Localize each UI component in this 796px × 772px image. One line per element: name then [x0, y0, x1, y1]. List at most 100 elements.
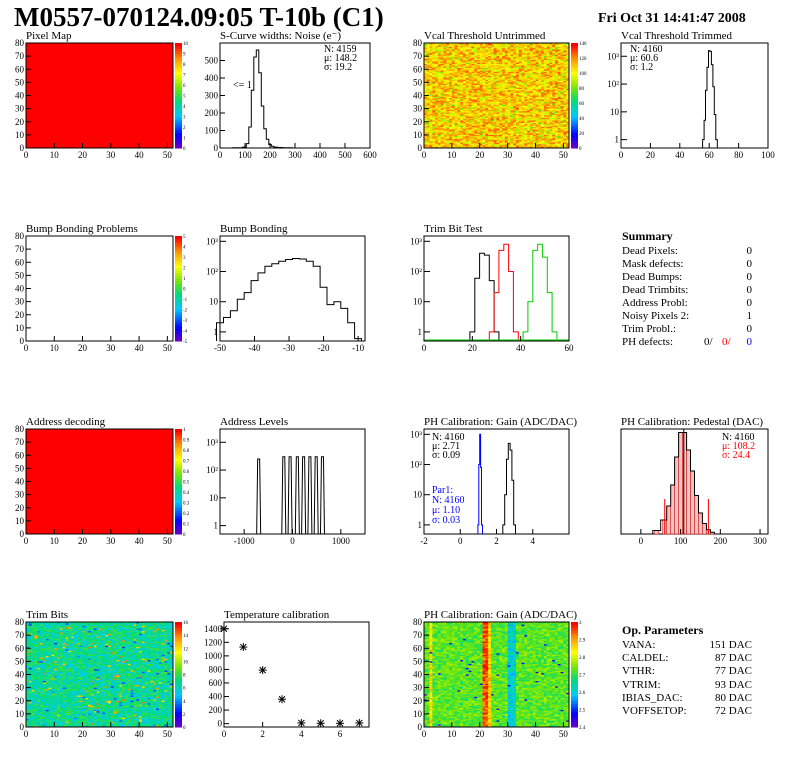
heatmap-cell [451, 106, 456, 108]
heatmap-cell [449, 54, 453, 57]
heatmap-cell [510, 92, 514, 95]
heatmap-cell [443, 90, 447, 92]
heatmap-cell [549, 109, 553, 112]
heatmap-cell [460, 129, 464, 132]
heatmap-cell [435, 112, 439, 115]
heatmap-cell [555, 130, 559, 133]
heatmap-cell [34, 696, 38, 699]
heatmap-cell [557, 109, 562, 112]
colorbar-segment [571, 124, 578, 128]
heatmap-cell [549, 133, 553, 136]
heatmap-cell [34, 640, 38, 643]
heatmap-cell [535, 58, 539, 61]
heatmap-cell [513, 53, 517, 56]
heatmap-cell [552, 69, 556, 71]
heatmap-cell [527, 73, 531, 75]
y-tick-label: 0 [214, 143, 219, 153]
heatmap-cell [510, 134, 514, 137]
heatmap-cell [518, 85, 522, 87]
heatmap-cell [490, 48, 495, 50]
heatmap-cell [31, 715, 35, 717]
heatmap-cell [479, 65, 483, 68]
heatmap-cell [460, 123, 464, 125]
heatmap-cell [516, 138, 520, 141]
heatmap-cell [426, 58, 430, 61]
heatmap-cell [538, 96, 542, 99]
heatmap-cell [560, 120, 564, 123]
plot-frame [25, 235, 174, 342]
heatmap-cell [454, 116, 458, 119]
heatmap-cell [468, 124, 472, 127]
heatmap-cell [34, 645, 38, 648]
heatmap-cell [504, 109, 509, 112]
heatmap-cell [476, 95, 481, 98]
heatmap-cell [476, 128, 481, 131]
heatmap-cell [552, 62, 556, 65]
heatmap-cell [485, 83, 489, 86]
heatmap-cell [429, 109, 433, 112]
heatmap-cell [510, 79, 514, 82]
heatmap-cell [543, 88, 548, 91]
colorbar-segment [175, 95, 182, 99]
heatmap-cell [454, 69, 458, 71]
heatmap-cell [457, 109, 461, 112]
heatmap-cell [543, 127, 548, 129]
heatmap-cell [474, 132, 478, 134]
heatmap-cell [560, 94, 564, 96]
heatmap-cell [457, 81, 461, 83]
heatmap-cell [424, 111, 428, 113]
heatmap-cell [552, 117, 556, 120]
pedestal-bar [694, 495, 699, 535]
heatmap-cell [432, 82, 436, 85]
heatmap-cell [555, 56, 559, 58]
heatmap-cell [437, 103, 442, 106]
heatmap-cell [546, 90, 550, 92]
heatmap-cell [516, 95, 520, 98]
heatmap-cell [527, 144, 531, 146]
heatmap-cell [555, 48, 559, 50]
heatmap-cell [424, 86, 428, 89]
heatmap-cell [532, 115, 536, 117]
heatmap-cell [454, 53, 458, 56]
heatmap-cell [463, 104, 467, 107]
heatmap-cell [424, 123, 428, 125]
heatmap-cell [529, 75, 534, 78]
heatmap-cell [507, 71, 511, 74]
heatmap-cell [555, 71, 559, 74]
heatmap-cell [426, 128, 430, 131]
heatmap-cell [468, 74, 472, 77]
heatmap-cell [471, 123, 475, 125]
heatmap-cell [510, 96, 514, 99]
heatmap-cell [426, 127, 430, 129]
heatmap-cell [555, 53, 559, 56]
heatmap-cell [557, 88, 562, 91]
heatmap-cell [529, 99, 534, 102]
heatmap-cell [504, 140, 509, 142]
heatmap-cell [471, 115, 475, 117]
x-tick-label: 1000 [332, 536, 351, 546]
heatmap-cell [482, 94, 486, 96]
heatmap-cell [437, 83, 442, 86]
level-peak [307, 456, 313, 535]
heatmap-cell [493, 130, 497, 133]
heatmap-cell [454, 57, 458, 60]
heatmap-cell [541, 58, 545, 61]
heatmap-cell [527, 88, 531, 91]
heatmap-cell [524, 100, 528, 103]
heatmap-cell [446, 78, 450, 81]
heatmap-cell [499, 142, 503, 145]
heatmap-cell [457, 128, 461, 131]
colorbar-segment [175, 301, 182, 305]
heatmap-cell [493, 108, 497, 111]
heatmap-cell [563, 94, 567, 96]
heatmap-cell [513, 125, 517, 128]
colorbar-segment [175, 333, 182, 337]
heatmap-cell [451, 91, 456, 94]
heatmap-cell [555, 82, 559, 85]
heatmap-cell [471, 66, 475, 69]
heatmap-cell [516, 119, 520, 121]
heatmap-cell [496, 79, 500, 82]
heatmap-cell [521, 85, 525, 87]
heatmap-cell [529, 56, 534, 58]
heatmap-cell [510, 119, 514, 121]
